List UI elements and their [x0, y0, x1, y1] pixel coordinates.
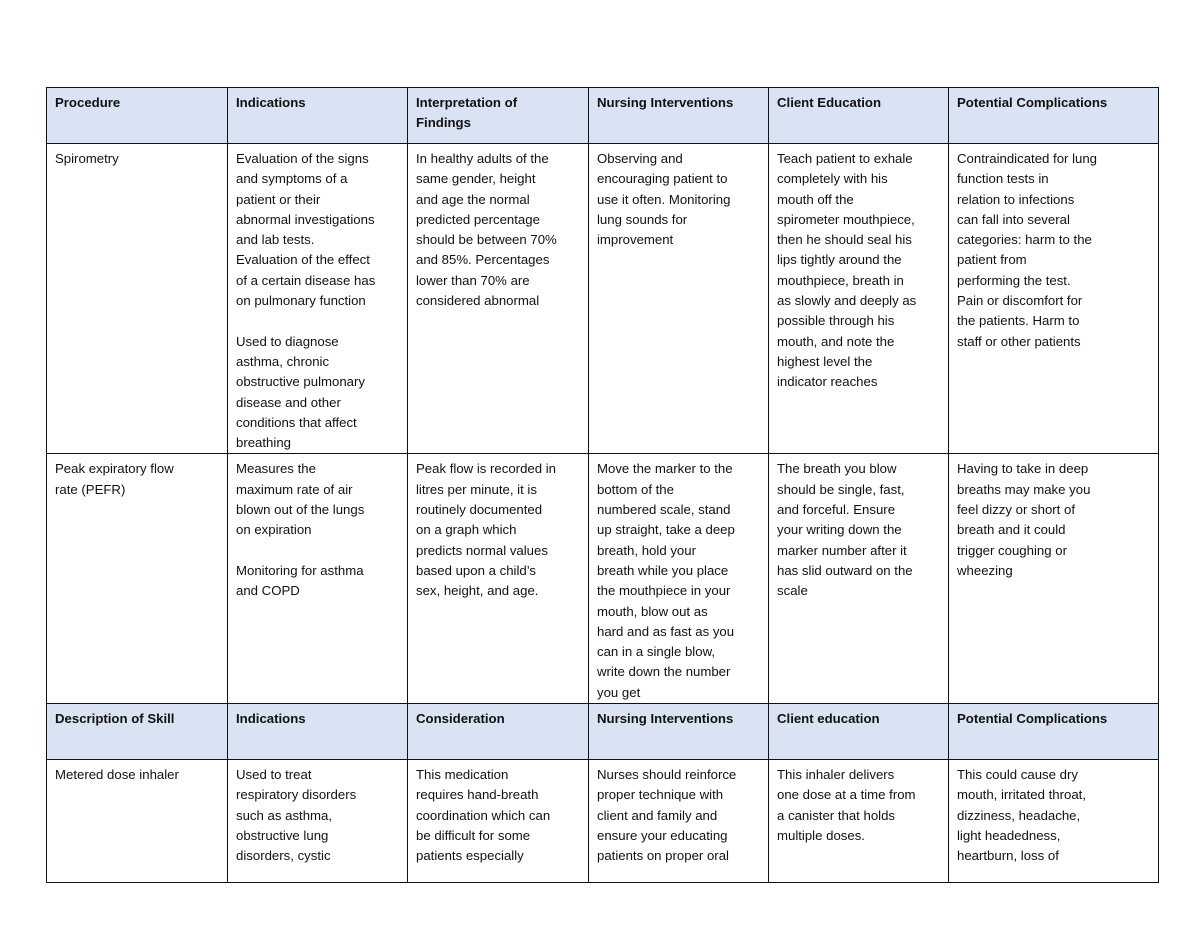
header-row-procedures: Procedure Indications Interpretation of … [46, 87, 1159, 144]
header-client-education: Client Education [768, 87, 949, 144]
header-potential-complications: Potential Complications [948, 87, 1159, 144]
cell-client-education: This inhaler delivers one dose at a time… [768, 759, 949, 884]
header-row-skills: Description of Skill Indications Conside… [46, 703, 1159, 761]
header-description-of-skill: Description of Skill [46, 703, 228, 761]
cell-nursing-interventions: Move the marker to the bottom of the num… [588, 453, 769, 705]
cell-interpretation: Peak flow is recorded in litres per minu… [407, 453, 589, 705]
cell-nursing-interventions: Nurses should reinforce proper technique… [588, 759, 769, 884]
header-indications: Indications [227, 703, 408, 761]
header-interpretation: Interpretation of Findings [407, 87, 589, 144]
cell-consideration: This medication requires hand-breath coo… [407, 759, 589, 884]
cell-potential-complications: This could cause dry mouth, irritated th… [948, 759, 1159, 884]
cell-client-education: Teach patient to exhale completely with … [768, 142, 949, 455]
header-indications: Indications [227, 87, 408, 144]
header-nursing-interventions: Nursing Interventions [588, 87, 769, 144]
cell-interpretation: In healthy adults of the same gender, he… [407, 142, 589, 455]
cell-indications: Evaluation of the signs and symptoms of … [227, 142, 408, 455]
table-row: Metered dose inhaler Used to treat respi… [46, 759, 1159, 884]
cell-potential-complications: Having to take in deep breaths may make … [948, 453, 1159, 705]
nursing-procedures-table: Procedure Indications Interpretation of … [46, 87, 1159, 884]
cell-procedure: Peak expiratory flow rate (PEFR) [46, 453, 228, 705]
header-procedure: Procedure [46, 87, 228, 144]
cell-indications: Used to treat respiratory disorders such… [227, 759, 408, 884]
cell-client-education: The breath you blow should be single, fa… [768, 453, 949, 705]
cell-skill: Metered dose inhaler [46, 759, 228, 884]
cell-indications: Measures the maximum rate of air blown o… [227, 453, 408, 705]
header-consideration: Consideration [407, 703, 589, 761]
table-row: Peak expiratory flow rate (PEFR) Measure… [46, 453, 1159, 705]
header-potential-complications: Potential Complications [948, 703, 1159, 761]
header-client-education: Client education [768, 703, 949, 761]
cell-procedure: Spirometry [46, 142, 228, 455]
cell-potential-complications: Contraindicated for lung function tests … [948, 142, 1159, 455]
table-row: Spirometry Evaluation of the signs and s… [46, 142, 1159, 455]
header-nursing-interventions: Nursing Interventions [588, 703, 769, 761]
cell-nursing-interventions: Observing and encouraging patient to use… [588, 142, 769, 455]
